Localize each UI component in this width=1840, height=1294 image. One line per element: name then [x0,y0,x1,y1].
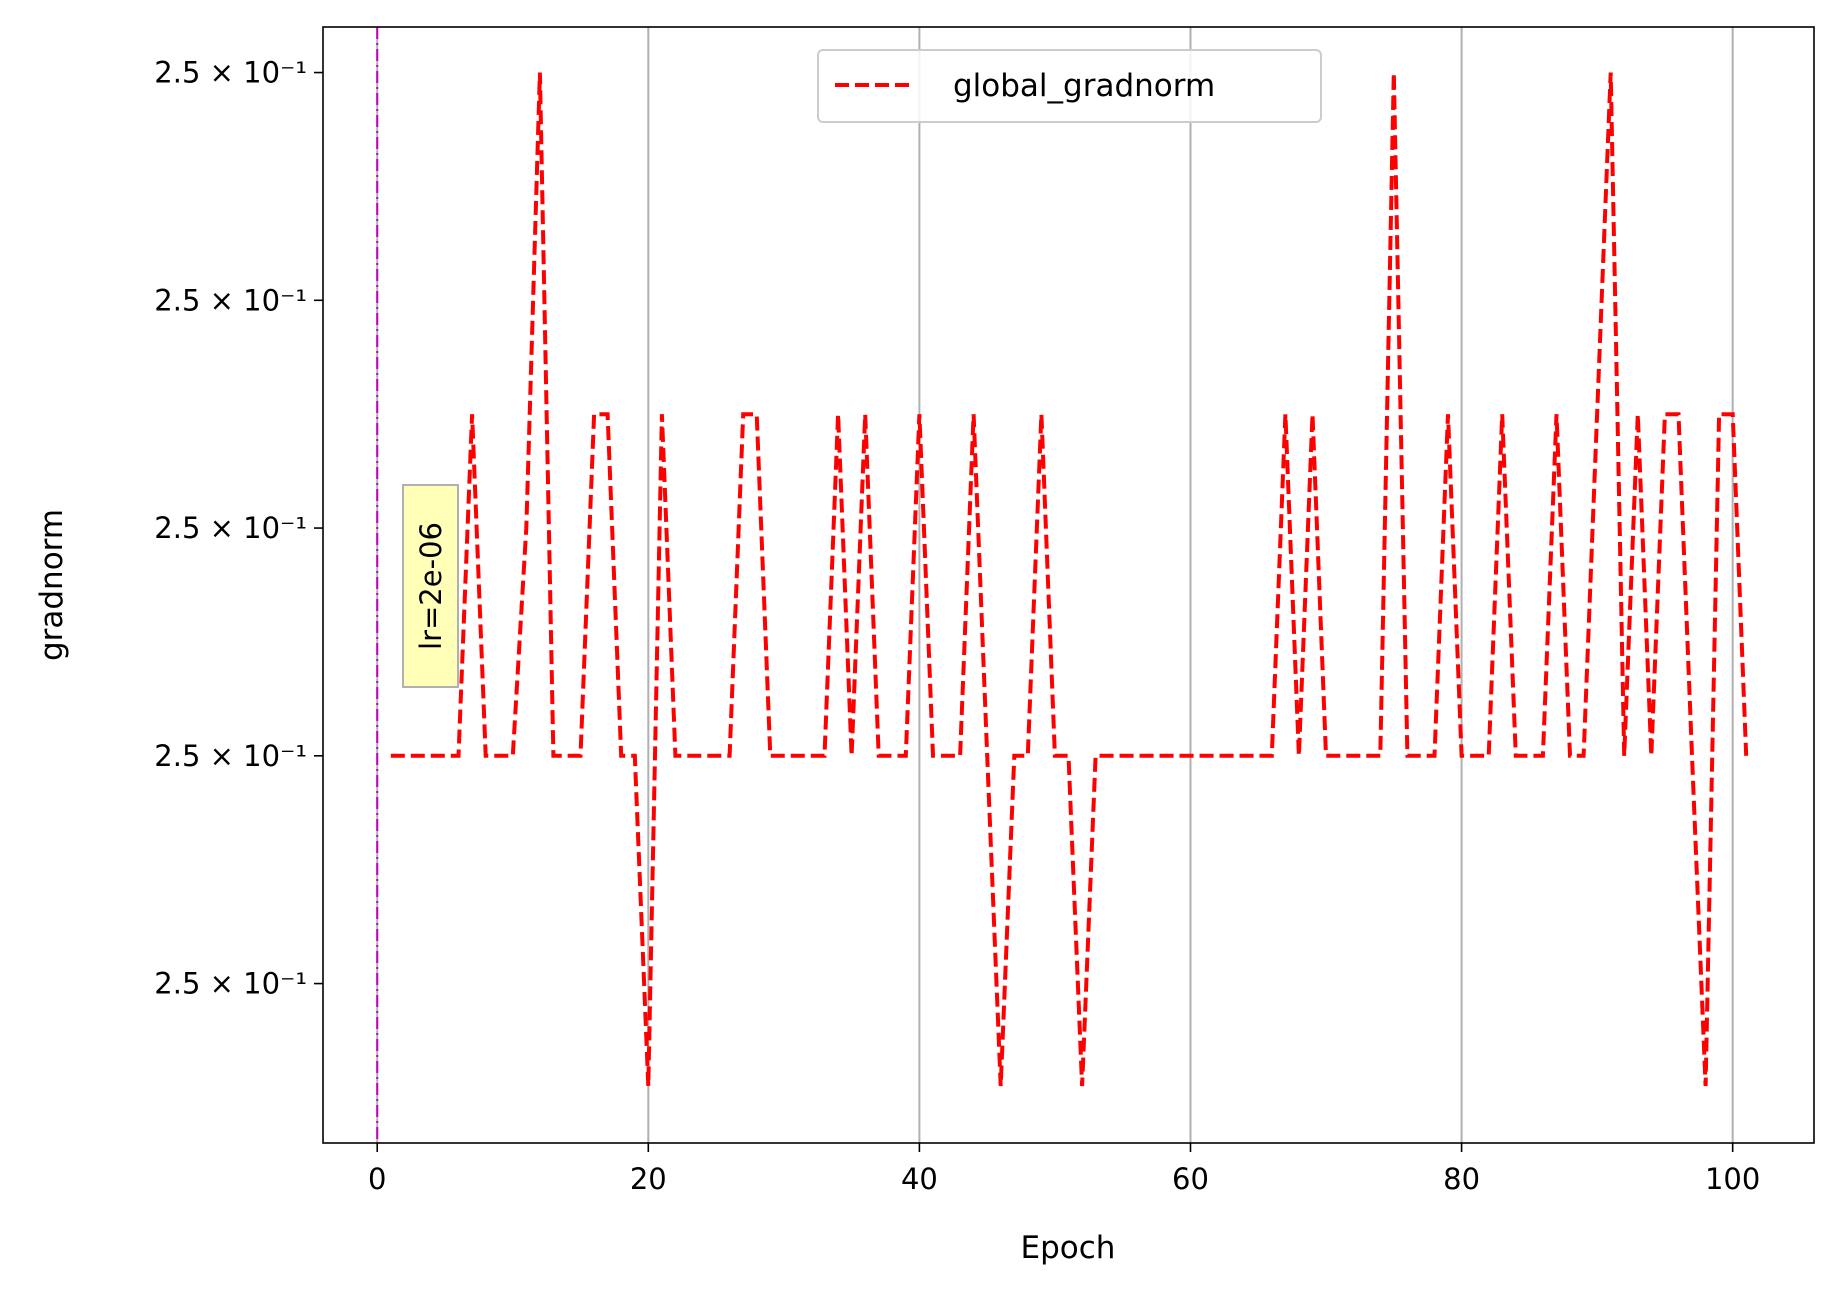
y-tick-label: 2.5 × 10⁻¹ [154,56,307,90]
annotation-box: lr=2e-06 [402,484,459,688]
annotation-label: lr=2e-06 [414,522,448,650]
legend-frame [817,49,1322,123]
x-tick-label: 100 [1705,1162,1760,1196]
y-tick-label: 2.5 × 10⁻¹ [154,967,307,1001]
x-axis-ticks: 0 20 40 60 80 100 [368,1143,1760,1196]
y-tick-label: 2.5 × 10⁻¹ [154,283,307,317]
annotation-background [402,484,459,688]
series-line-global_gradnorm [390,72,1749,1087]
x-axis-title: Epoch [1021,1230,1116,1266]
y-axis-title: gradnorm [34,509,70,661]
legend: global_gradnorm [817,49,1322,123]
y-tick-label: 2.5 × 10⁻¹ [154,739,307,773]
x-tick-label: 40 [901,1162,938,1196]
y-axis-ticks: 2.5 × 10⁻¹ 2.5 × 10⁻¹ 2.5 × 10⁻¹ 2.5 × 10⁻¹… [154,56,323,1001]
series-layer [376,27,1749,1143]
y-tick-label: 2.5 × 10⁻¹ [154,511,307,545]
x-tick-label: 0 [368,1162,386,1196]
x-tick-label: 60 [1172,1162,1209,1196]
x-tick-label: 20 [630,1162,667,1196]
x-tick-label: 80 [1443,1162,1480,1196]
plot-area [323,27,1814,1143]
plot-frame [322,26,1815,1144]
legend-label: global_gradnorm [953,68,1215,104]
